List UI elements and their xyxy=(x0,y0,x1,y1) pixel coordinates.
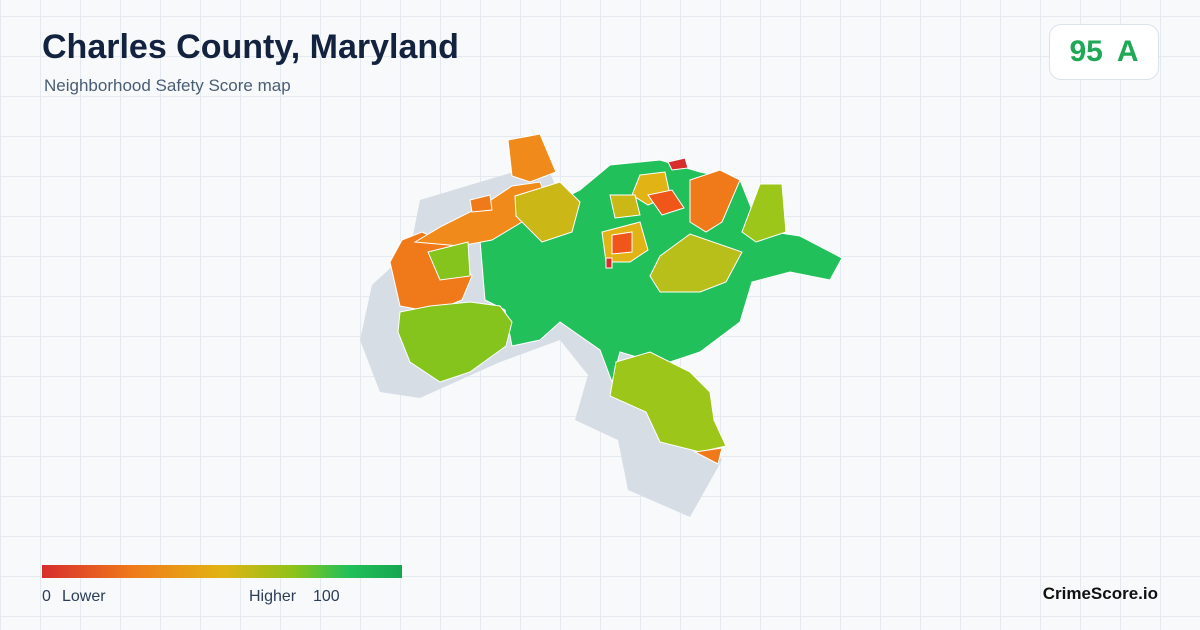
title: Charles County, Maryland xyxy=(42,28,459,66)
legend-max: 100 xyxy=(313,588,340,605)
score-grade: A xyxy=(1116,35,1139,68)
brand: CrimeScore.io xyxy=(1042,584,1158,603)
legend-min: 0 xyxy=(42,588,51,605)
legend-min-label: Lower xyxy=(62,588,106,605)
legend-gradient xyxy=(42,565,402,578)
subtitle: Neighborhood Safety Score map xyxy=(44,76,291,95)
score-value: 95 xyxy=(1069,35,1103,68)
neighborhoods xyxy=(389,133,843,465)
score-badge: 95 A xyxy=(1049,24,1159,80)
legend-max-label: Higher xyxy=(249,588,297,605)
